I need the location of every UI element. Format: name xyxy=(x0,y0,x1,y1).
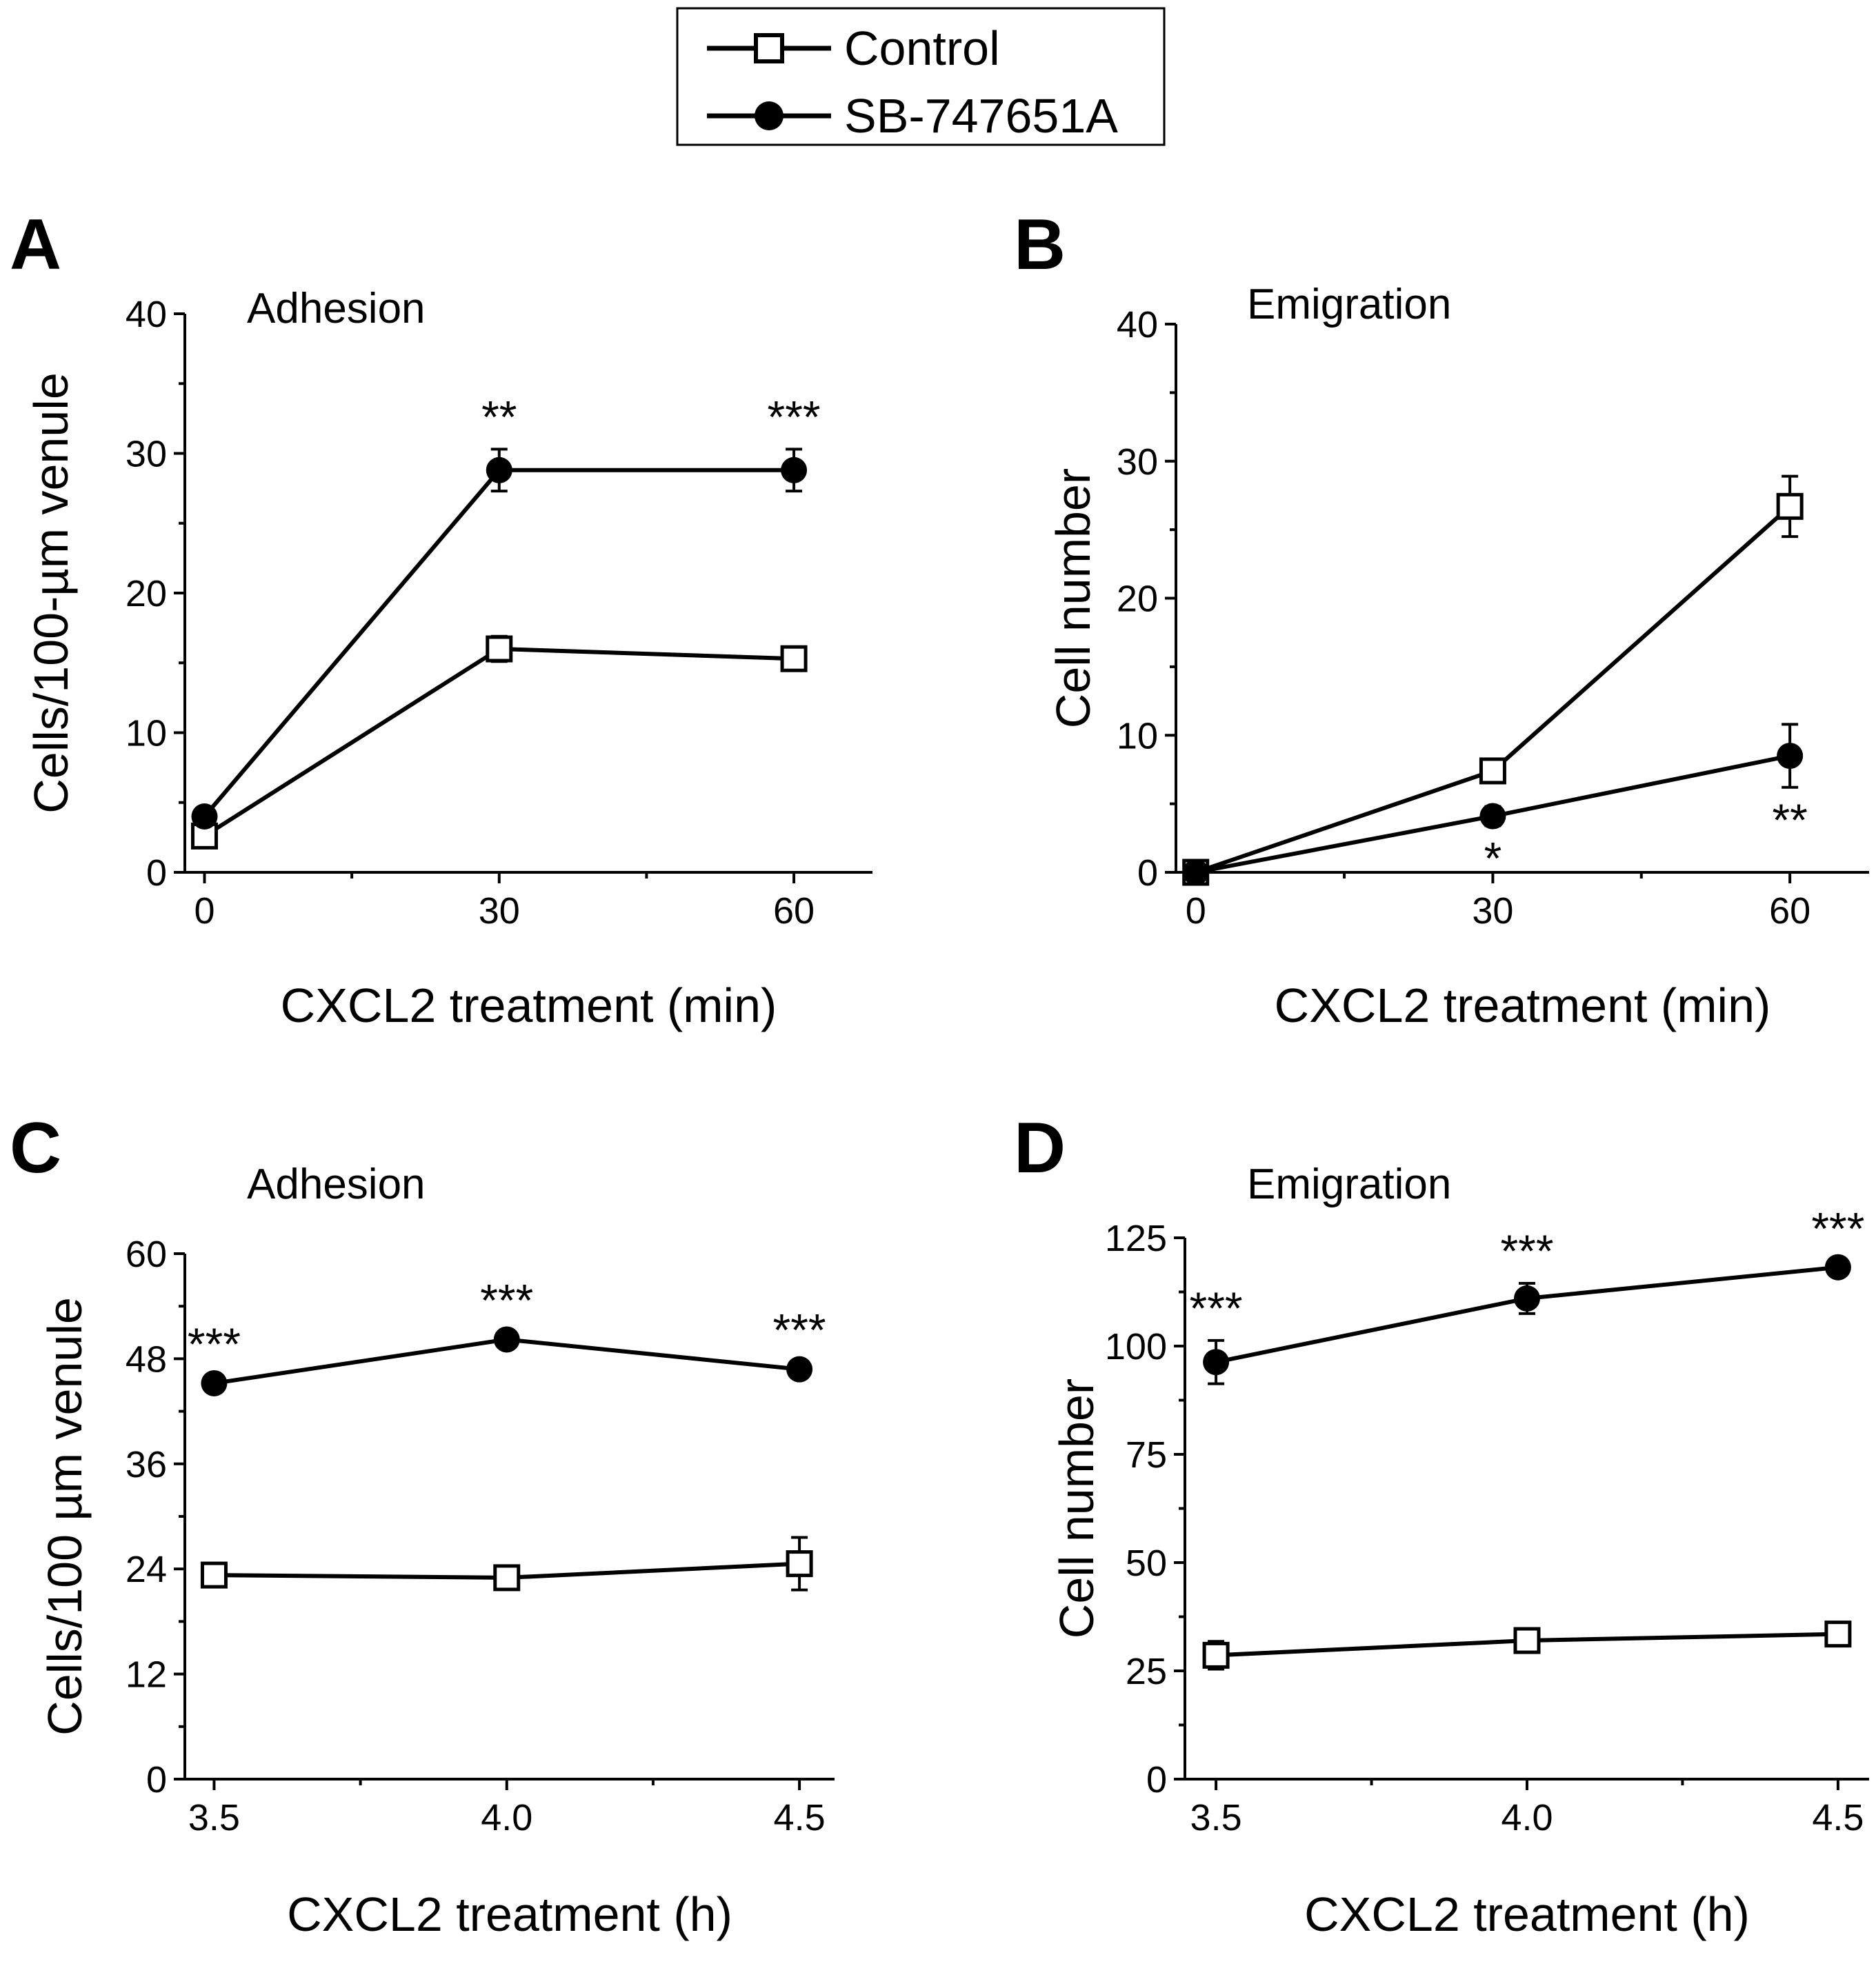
panel-b-significance-label: ** xyxy=(1772,794,1807,845)
panel-c-x-tick-label: 4.5 xyxy=(774,1797,826,1838)
panel-letter-b: B xyxy=(1014,205,1066,285)
panel-d-control-point xyxy=(1513,1627,1541,1654)
panel-d-significance-label: *** xyxy=(1190,1283,1243,1334)
panel-c-significance-label: *** xyxy=(188,1318,241,1370)
panel-a-significance-label: *** xyxy=(768,391,821,442)
panel-c-y-tick-label: 0 xyxy=(146,1759,167,1801)
panel-title-c: Adhesion xyxy=(247,1161,426,1208)
panel-d-control-point xyxy=(1824,1621,1852,1648)
panel-d-significance-label: *** xyxy=(1500,1225,1553,1276)
panel-a-sb747651a-point xyxy=(781,457,808,483)
panel-c-sb747651a-point xyxy=(493,1326,520,1353)
panel-b-x-tick-label: 0 xyxy=(1186,890,1206,932)
panel-a-x-axis-label: CXCL2 treatment (min) xyxy=(281,979,777,1032)
panel-a-y-tick-label: 10 xyxy=(126,713,167,754)
panel-c-y-axis-label: Cells/100 µm venule xyxy=(38,1297,92,1736)
panel-d-control-point xyxy=(1202,1641,1230,1669)
panel-c-x-tick-label: 4.0 xyxy=(481,1797,532,1838)
panel-b-y-tick-label: 10 xyxy=(1117,715,1158,756)
panel-letter-d: D xyxy=(1014,1108,1066,1188)
panel-title-d: Emigration xyxy=(1247,1161,1451,1208)
panel-a-x-tick-label: 60 xyxy=(773,890,815,932)
panel-d-sb747651a-point xyxy=(1203,1349,1230,1376)
panel-c-significance-label: *** xyxy=(773,1304,826,1355)
panel-d-y-tick-label: 125 xyxy=(1105,1218,1167,1259)
panel-c-sb747651a-point xyxy=(201,1370,228,1396)
panel-a-chart: 0 10 20 30 40 0 30 60 CXCL2 treatment (min) Cells… xyxy=(24,294,872,1032)
panel-a-control-point xyxy=(780,645,808,672)
panel-letter-c: C xyxy=(10,1108,61,1188)
panel-d-sb747651a-point xyxy=(1824,1254,1851,1281)
panel-b-sb747651a-point xyxy=(1777,743,1804,770)
panel-b-control-point xyxy=(1479,757,1506,785)
panel-a-control-point xyxy=(486,635,513,663)
legend-control-marker xyxy=(754,33,784,63)
panel-b-x-tick-label: 30 xyxy=(1472,890,1513,932)
panel-b-y-tick-label: 0 xyxy=(1137,852,1158,894)
panel-d-y-tick-label: 0 xyxy=(1146,1759,1167,1801)
panel-c-y-tick-label: 48 xyxy=(126,1338,167,1380)
panel-d-y-tick-label: 75 xyxy=(1126,1434,1167,1476)
panel-a-control-line xyxy=(203,646,795,838)
panel-d-y-axis-label: Cell number xyxy=(1050,1378,1104,1638)
panel-b-x-axis-label: CXCL2 treatment (min) xyxy=(1275,979,1771,1032)
panel-a-y-axis-label: Cells/100-µm venule xyxy=(24,372,78,814)
panel-a-y-tick-label: 40 xyxy=(126,294,167,335)
panel-d-significance-label: *** xyxy=(1811,1203,1864,1254)
panel-b-significance-label: * xyxy=(1484,832,1502,883)
panel-b-y-tick-label: 40 xyxy=(1117,304,1158,345)
panel-b-x-tick-label: 60 xyxy=(1769,890,1810,932)
panel-d-sb747651a-point xyxy=(1514,1285,1540,1312)
panel-title-b: Emigration xyxy=(1247,281,1451,328)
panel-d-y-tick-label: 50 xyxy=(1126,1543,1167,1584)
panel-a-sb747651a-point xyxy=(486,457,512,483)
panel-a-y-tick-label: 20 xyxy=(126,573,167,614)
panel-d-chart: 0 25 50 75 100 125 3.5 4.0 4.5 CXCL2 treatment (h… xyxy=(1050,1203,1869,1941)
panel-a-significance-label: ** xyxy=(481,391,517,442)
panel-c-x-axis-label: CXCL2 treatment (h) xyxy=(287,1887,732,1941)
panel-d-y-tick-label: 100 xyxy=(1105,1326,1167,1367)
panel-a-y-tick-label: 30 xyxy=(126,434,167,475)
panel-a-sb747651a-point xyxy=(191,803,218,830)
panel-d-x-tick-label: 4.5 xyxy=(1812,1797,1864,1838)
panel-d-x-axis-label: CXCL2 treatment (h) xyxy=(1304,1887,1750,1941)
panel-b-y-axis-label: Cell number xyxy=(1046,468,1100,728)
legend-control-label: Control xyxy=(844,21,1000,75)
panel-c-y-tick-label: 24 xyxy=(126,1549,167,1590)
panel-a-y-tick-label: 0 xyxy=(146,852,167,894)
panel-c-x-tick-label: 3.5 xyxy=(188,1797,240,1838)
panel-c-y-tick-label: 12 xyxy=(126,1654,167,1696)
panel-c-chart: 0 12 24 36 48 60 3.5 4.0 4.5 CXCL2 treatment (h) C… xyxy=(38,1234,835,1941)
panel-d-x-tick-label: 4.0 xyxy=(1501,1797,1553,1838)
panel-d-y-tick-label: 25 xyxy=(1126,1651,1167,1692)
panel-c-sb747651a-point xyxy=(786,1356,813,1383)
panel-b-sb747651a-point xyxy=(1182,859,1209,885)
panel-c-y-tick-label: 60 xyxy=(126,1234,167,1275)
panel-d-x-tick-label: 3.5 xyxy=(1190,1797,1242,1838)
legend-sb-label: SB-747651A xyxy=(844,89,1118,143)
panel-letter-a: A xyxy=(10,205,61,285)
panel-b-sb747651a-point xyxy=(1479,803,1506,830)
panel-title-a: Adhesion xyxy=(247,285,426,332)
legend: Control SB-747651A xyxy=(676,7,1166,146)
panel-b-chart: 0 10 20 30 40 0 30 60 CXCL2 treatment (min) Cell … xyxy=(1046,304,1869,1032)
panel-c-control-point xyxy=(786,1550,813,1578)
panel-c-y-tick-label: 36 xyxy=(126,1444,167,1485)
legend-sb-marker xyxy=(755,101,784,130)
panel-b-y-tick-label: 30 xyxy=(1117,441,1158,483)
panel-b-y-tick-label: 20 xyxy=(1117,579,1158,620)
panel-a-x-tick-label: 30 xyxy=(479,890,520,932)
panel-c-control-point xyxy=(493,1564,521,1592)
panel-a-x-tick-label: 0 xyxy=(194,890,214,932)
panel-b-control-point xyxy=(1776,492,1804,520)
panel-c-control-point xyxy=(200,1561,228,1589)
panel-c-significance-label: *** xyxy=(480,1274,533,1325)
